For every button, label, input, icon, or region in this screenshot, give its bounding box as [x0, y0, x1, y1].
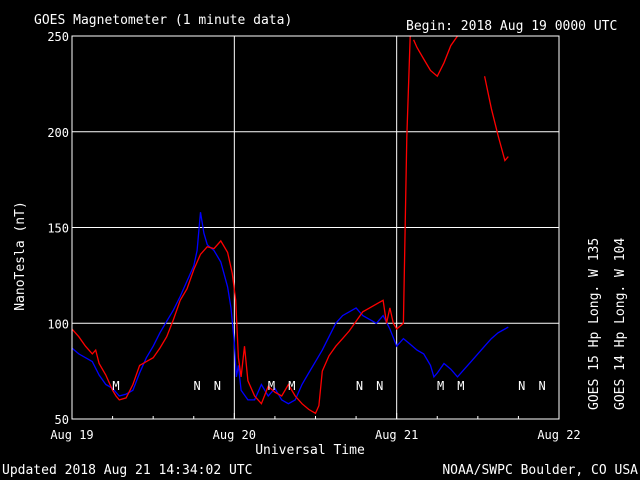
x-tick-label-1: Aug 20 [213, 428, 256, 442]
begin-label: Begin: 2018 Aug 19 0000 UTC [406, 19, 617, 34]
series-line-goes15-0 [72, 36, 411, 415]
y-tick-label-3: 100 [47, 317, 69, 331]
x-tick-label-2: Aug 21 [375, 428, 418, 442]
series-line-goes15-1 [413, 36, 459, 78]
marker-M-3: M [268, 379, 275, 393]
x-tick-label-3: Aug 22 [537, 428, 580, 442]
x-tick-label-0: Aug 19 [50, 428, 93, 442]
y-tick-label-4: 50 [55, 413, 69, 427]
marker-N-9: N [518, 379, 525, 393]
marker-N-5: N [356, 379, 363, 393]
y-axis-label: NanoTesla (nT) [13, 201, 28, 311]
y-tick-label-2: 150 [47, 222, 69, 236]
marker-M-0: M [112, 379, 119, 393]
grid [72, 36, 559, 419]
marker-N-2: N [214, 379, 221, 393]
legend-goes15: GOES 15 Hp Long. W 135 [587, 238, 602, 410]
series-line-goes15-2 [483, 76, 509, 162]
y-tick-label-0: 250 [47, 30, 69, 44]
credit-label: NOAA/SWPC Boulder, CO USA [442, 463, 638, 478]
series-layer [72, 36, 509, 415]
legend-goes14: GOES 14 Hp Long. W 104 [613, 238, 628, 410]
x-axis-ticks: Aug 19 Aug 20 Aug 21 Aug 22 [50, 413, 581, 442]
series-line-goes14-0 [72, 212, 509, 405]
chart-title: GOES Magnetometer (1 minute data) [34, 13, 292, 28]
marker-M-8: M [457, 379, 464, 393]
marker-N-6: N [376, 379, 383, 393]
updated-timestamp: Updated 2018 Aug 21 14:34:02 UTC [2, 463, 252, 478]
y-tick-label-1: 200 [47, 126, 69, 140]
y-axis-ticks: 250 200 150 100 50 [47, 30, 69, 427]
x-axis-label: Universal Time [255, 443, 365, 458]
marker-M-4: M [288, 379, 295, 393]
marker-N-1: N [194, 379, 201, 393]
marker-M-7: M [437, 379, 444, 393]
marker-N-10: N [538, 379, 545, 393]
